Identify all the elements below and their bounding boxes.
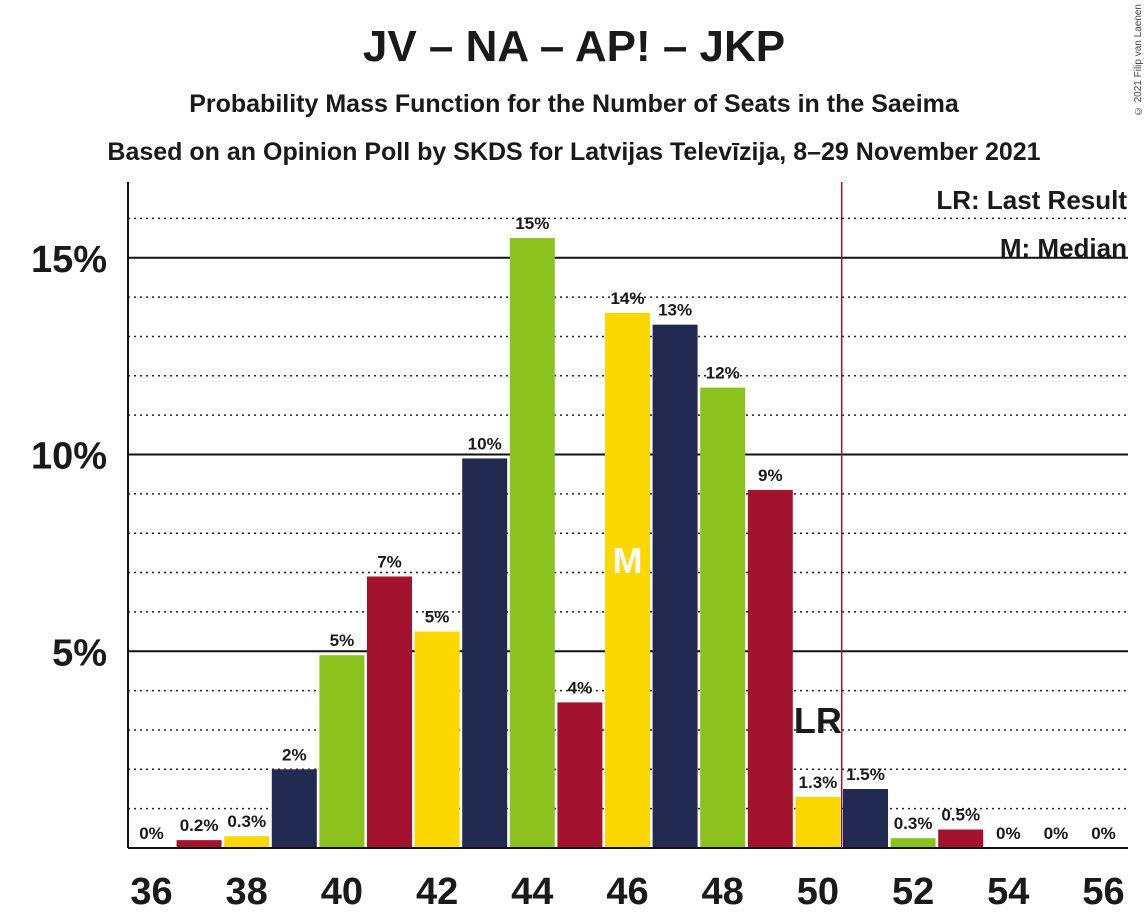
x-tick-label: 48	[702, 871, 744, 913]
x-tick-label: 50	[797, 871, 839, 913]
legend-median: M: Median	[1000, 233, 1127, 263]
bar-seat-44	[509, 238, 555, 848]
value-label: 0.2%	[180, 816, 219, 835]
value-label: 9%	[758, 466, 783, 485]
value-label: 13%	[658, 301, 692, 320]
bar-seat-40	[319, 655, 365, 848]
bar-seat-53	[938, 829, 984, 848]
median-marker: M	[613, 540, 643, 581]
value-label: 1.5%	[846, 765, 885, 784]
value-label: 0%	[1044, 824, 1069, 843]
value-label: 12%	[706, 364, 740, 383]
value-label: 10%	[468, 434, 502, 453]
value-label: 0%	[1091, 824, 1116, 843]
chart-subtitle: Probability Mass Function for the Number…	[189, 90, 959, 118]
bar-seat-51	[843, 788, 888, 848]
bar-seat-38	[224, 836, 270, 848]
bar-seat-48	[700, 387, 746, 848]
chart-subtitle-source: Based on an Opinion Poll by SKDS for Lat…	[107, 138, 1041, 166]
legend-last-result: LR: Last Result	[936, 185, 1127, 215]
x-tick-label: 46	[606, 871, 648, 913]
bar-seat-42	[414, 631, 460, 848]
value-label: 0%	[139, 824, 164, 843]
bar-seat-39	[271, 769, 317, 848]
x-tick-label: 36	[130, 871, 172, 913]
bar-seat-41	[367, 576, 412, 848]
bar-seat-50	[795, 796, 841, 848]
y-tick-label: 15%	[31, 239, 107, 281]
chart-title: JV – NA – AP! – JKP	[362, 22, 786, 71]
value-label: 0.3%	[894, 814, 933, 833]
value-label: 0.5%	[941, 806, 980, 825]
bar-seat-46	[605, 312, 650, 849]
x-tick-label: 54	[987, 871, 1029, 913]
bar-seat-43	[462, 458, 508, 848]
value-label: 2%	[282, 745, 307, 764]
bar-seat-49	[747, 489, 793, 848]
bars	[176, 238, 984, 849]
value-label: 7%	[377, 552, 402, 571]
value-label: 1.3%	[799, 773, 838, 792]
last-result-marker: LR	[794, 700, 842, 741]
bar-seat-37	[176, 840, 222, 848]
y-tick-label: 5%	[52, 632, 107, 674]
y-tick-label: 10%	[31, 436, 107, 478]
x-tick-label: 38	[226, 871, 268, 913]
value-label: 4%	[568, 678, 593, 697]
x-tick-label: 40	[321, 871, 363, 913]
x-tick-label: 56	[1082, 871, 1124, 913]
bar-seat-47	[652, 324, 698, 848]
x-tick-label: 44	[511, 871, 553, 913]
value-label: 0.3%	[227, 812, 266, 831]
x-tick-label: 42	[416, 871, 458, 913]
bar-seat-45	[557, 702, 603, 848]
value-label: 14%	[610, 289, 644, 308]
value-label: 5%	[330, 631, 355, 650]
value-label: 0%	[996, 824, 1021, 843]
value-label: 5%	[425, 608, 450, 627]
x-tick-label: 52	[892, 871, 934, 913]
bar-seat-52	[890, 838, 936, 848]
axes: 5% 10% 15% 36 38 40 42 44 46 48 50 52 54 56	[31, 182, 1128, 913]
value-label: 15%	[515, 214, 549, 233]
value-labels: 0% 0.2% 0.3% 2% 5% 7% 5% 10% 15% 4% 14% 13% 12% 9% 1.3…	[139, 214, 1116, 843]
